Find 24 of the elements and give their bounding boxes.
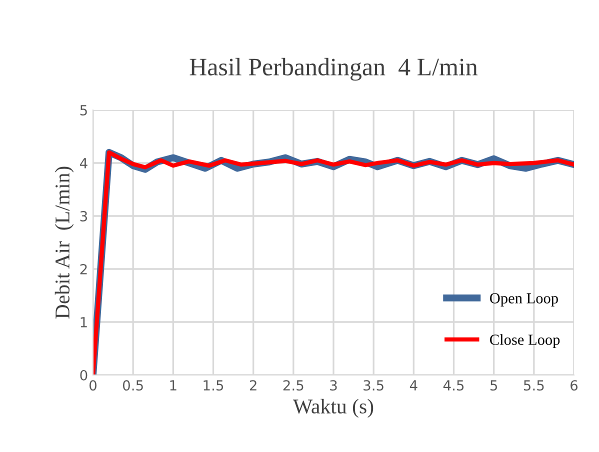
x-tick-label: 2 (250, 380, 256, 390)
x-tick-label: 1.5 (204, 380, 224, 391)
x-tick-label: 6 (570, 380, 578, 391)
x-tick-label: 0 (89, 380, 96, 391)
x-tick-label: 5 (490, 380, 498, 391)
y-tick-label: 3 (80, 210, 88, 222)
y-tick-label: 4 (80, 158, 88, 168)
x-tick-label: 0.5 (122, 380, 143, 391)
y-tick-label: 1 (80, 317, 87, 328)
chart-title: Hasil Perbandingan 4 L/min (190, 58, 478, 81)
x-tick-label: 5.5 (524, 380, 544, 391)
y-tick-label: 2 (80, 264, 87, 274)
legend-label: Close Loop (490, 334, 560, 348)
legend-label: Open Loop (490, 293, 558, 307)
x-tick-label: 4.5 (443, 380, 464, 391)
x-tick-label: 3.5 (364, 380, 384, 391)
y-tick-label: 0 (80, 370, 88, 380)
x-tick-label: 3 (330, 380, 337, 391)
x-tick-label: 4 (410, 380, 418, 390)
y-axis-title: Debit Air (L/min) (54, 166, 74, 319)
y-tick-label: 5 (80, 105, 87, 116)
x-tick-label: 2.5 (283, 380, 304, 391)
x-axis-title: Waktu (s) (292, 398, 374, 418)
x-tick-label: 1 (170, 380, 176, 390)
